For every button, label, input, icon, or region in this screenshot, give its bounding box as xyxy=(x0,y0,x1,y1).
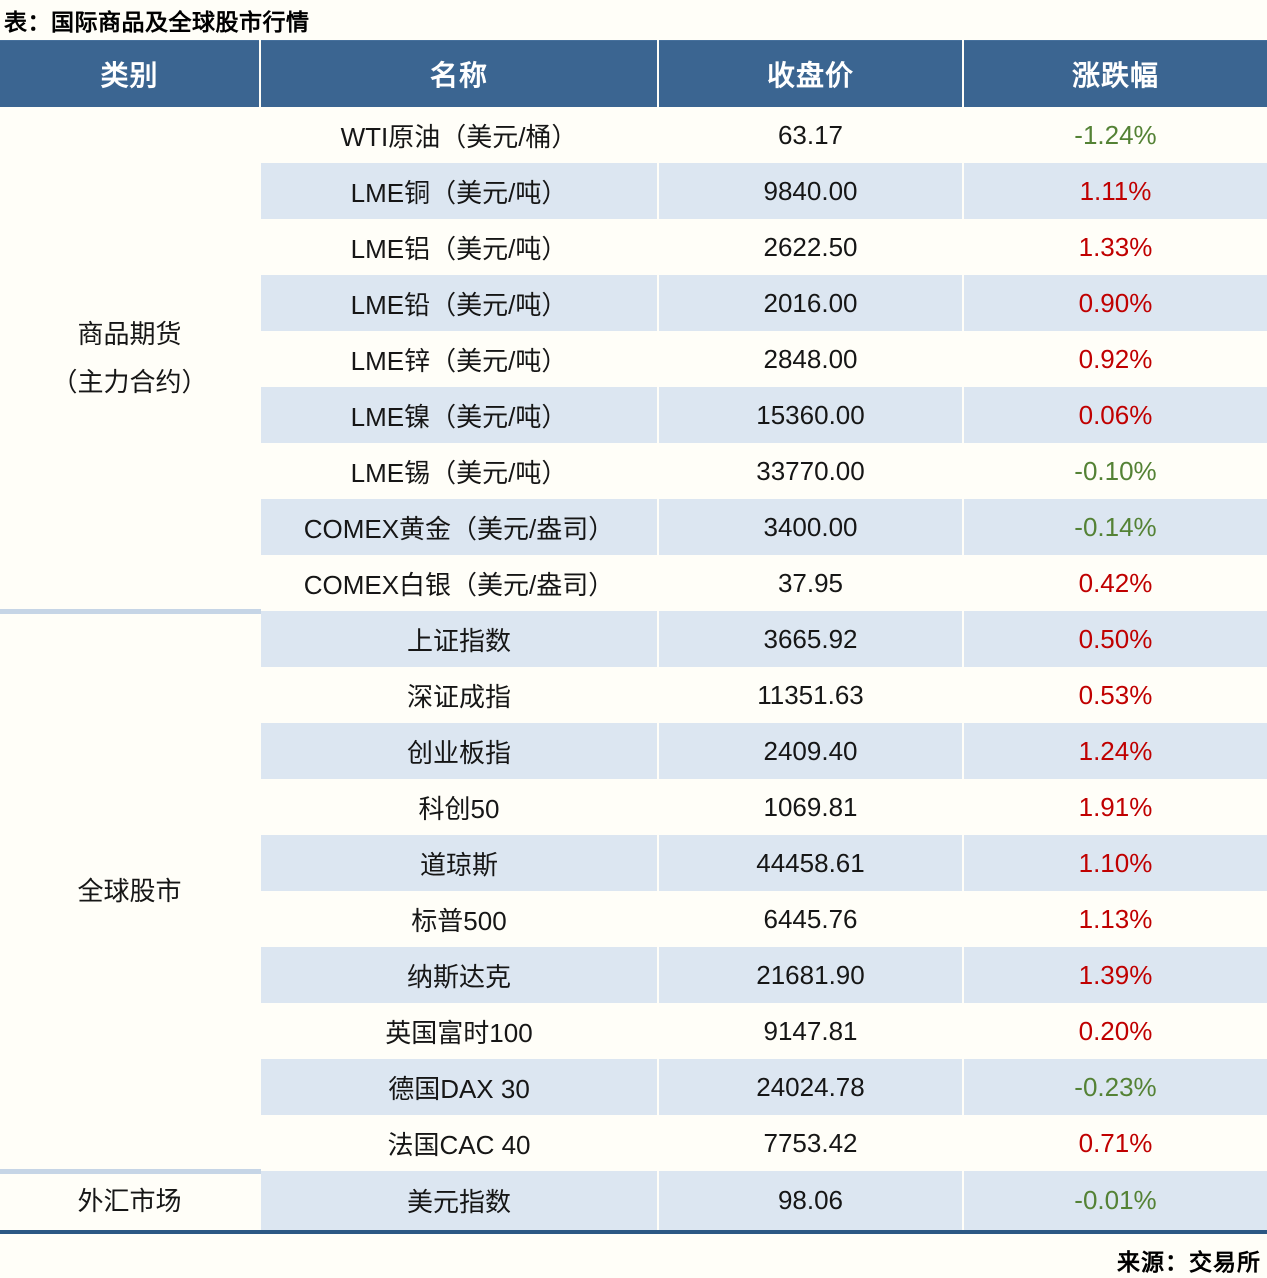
change-percent: -0.10% xyxy=(962,443,1267,499)
table-row: LME锌（美元/吨） 2848.00 0.92% xyxy=(0,331,1267,387)
instrument-name: WTI原油（美元/桶） xyxy=(259,107,658,163)
close-price: 11351.63 xyxy=(657,667,963,723)
instrument-name: LME锡（美元/吨） xyxy=(259,443,658,499)
change-percent: 1.33% xyxy=(962,219,1267,275)
instrument-name: LME铜（美元/吨） xyxy=(259,163,658,219)
close-price: 9840.00 xyxy=(657,163,963,219)
category-cell-commodity-futures: 商品期货 （主力合约） xyxy=(51,318,208,397)
change-percent: 0.92% xyxy=(962,331,1267,387)
column-header-category: 类别 xyxy=(0,40,260,107)
instrument-name: LME镍（美元/吨） xyxy=(259,387,658,443)
close-price: 2622.50 xyxy=(657,219,963,275)
change-percent: 0.90% xyxy=(962,275,1267,331)
change-percent: -0.01% xyxy=(962,1171,1267,1232)
table-row: 创业板指 2409.40 1.24% xyxy=(0,723,1267,779)
table-row: 商品期货 （主力合约） WTI原油（美元/桶） 63.17 -1.24% xyxy=(0,107,1267,397)
change-percent: 0.53% xyxy=(962,667,1267,723)
instrument-name: LME铅（美元/吨） xyxy=(259,275,658,331)
column-header-name: 名称 xyxy=(259,40,658,107)
change-percent: -0.14% xyxy=(962,499,1267,555)
table-row: 德国DAX 30 24024.78 -0.23% xyxy=(0,1059,1267,1115)
change-percent: 0.42% xyxy=(962,555,1267,611)
table-row: COMEX黄金（美元/盎司） 3400.00 -0.14% xyxy=(0,499,1267,555)
instrument-name: 法国CAC 40 xyxy=(259,1115,658,1171)
close-price: 7753.42 xyxy=(657,1115,963,1171)
change-percent: 1.24% xyxy=(962,723,1267,779)
table-row: LME锡（美元/吨） 33770.00 -0.10% xyxy=(0,443,1267,499)
close-price: 2848.00 xyxy=(657,331,963,387)
table-row: 标普500 6445.76 1.13% xyxy=(0,891,1267,947)
column-header-close: 收盘价 xyxy=(657,40,963,107)
change-percent: 1.39% xyxy=(962,947,1267,1003)
table-header: 类别 名称 收盘价 涨跌幅 xyxy=(0,40,1267,107)
close-price: 6445.76 xyxy=(657,891,963,947)
table-row: 科创50 1069.81 1.91% xyxy=(0,779,1267,835)
category-cell-global-stocks: 全球股市 xyxy=(0,608,260,1171)
close-price: 3400.00 xyxy=(657,499,963,555)
instrument-name: 德国DAX 30 xyxy=(259,1059,658,1115)
instrument-name: 深证成指 xyxy=(259,667,658,723)
instrument-name: 美元指数 xyxy=(259,1171,658,1232)
instrument-name: LME锌（美元/吨） xyxy=(259,331,658,387)
change-percent: 0.20% xyxy=(962,1003,1267,1059)
close-price: 3665.92 xyxy=(657,611,963,667)
instrument-name: COMEX白银（美元/盎司） xyxy=(259,555,658,611)
close-price: 15360.00 xyxy=(657,387,963,443)
table-body: 商品期货 （主力合约） WTI原油（美元/桶） 63.17 -1.24% LME… xyxy=(0,107,1267,1232)
instrument-name: COMEX黄金（美元/盎司） xyxy=(259,499,658,555)
change-percent: 0.06% xyxy=(962,387,1267,443)
instrument-name: 创业板指 xyxy=(259,723,658,779)
change-percent: -0.23% xyxy=(962,1059,1267,1115)
instrument-name: 科创50 xyxy=(259,779,658,835)
source-note: 来源：交易所 xyxy=(1117,1248,1261,1275)
close-price: 37.95 xyxy=(657,555,963,611)
table-title: 表：国际商品及全球股市行情 xyxy=(4,9,310,35)
close-price: 24024.78 xyxy=(657,1059,963,1115)
change-percent: 1.13% xyxy=(962,891,1267,947)
instrument-name: 道琼斯 xyxy=(259,835,658,891)
header-row: 类别 名称 收盘价 涨跌幅 xyxy=(0,40,1267,107)
category-cell-forex: 外汇市场 xyxy=(0,1168,260,1232)
table-row: LME铅（美元/吨） 2016.00 0.90% xyxy=(0,275,1267,331)
close-price: 33770.00 xyxy=(657,443,963,499)
close-price: 1069.81 xyxy=(657,779,963,835)
close-price: 2409.40 xyxy=(657,723,963,779)
table-row: 全球股市 上证指数 3665.92 0.50% xyxy=(0,608,1267,1171)
table-row: 英国富时100 9147.81 0.20% xyxy=(0,1003,1267,1059)
close-price: 21681.90 xyxy=(657,947,963,1003)
change-percent: 1.10% xyxy=(962,835,1267,891)
instrument-name: LME铝（美元/吨） xyxy=(259,219,658,275)
table-row: 法国CAC 40 7753.42 0.71% xyxy=(0,1115,1267,1171)
change-percent: 1.11% xyxy=(962,163,1267,219)
table-row: 纳斯达克 21681.90 1.39% xyxy=(0,947,1267,1003)
instrument-name: 英国富时100 xyxy=(259,1003,658,1059)
table-row: LME镍（美元/吨） 15360.00 0.06% xyxy=(0,387,1267,443)
instrument-name: 标普500 xyxy=(259,891,658,947)
instrument-name: 纳斯达克 xyxy=(259,947,658,1003)
close-price: 98.06 xyxy=(657,1171,963,1232)
table-row: LME铜（美元/吨） 9840.00 1.11% xyxy=(0,163,1267,219)
close-price: 63.17 xyxy=(657,107,963,163)
table-row: 道琼斯 44458.61 1.10% xyxy=(0,835,1267,891)
close-price: 2016.00 xyxy=(657,275,963,331)
table-row: 深证成指 11351.63 0.53% xyxy=(0,667,1267,723)
change-percent: 1.91% xyxy=(962,779,1267,835)
instrument-name: 上证指数 xyxy=(259,611,658,667)
column-header-change: 涨跌幅 xyxy=(962,40,1267,107)
change-percent: 0.71% xyxy=(962,1115,1267,1171)
table-row: LME铝（美元/吨） 2622.50 1.33% xyxy=(0,219,1267,275)
table-row: 外汇市场 美元指数 98.06 -0.01% xyxy=(0,1168,1267,1232)
market-quotes-table: 类别 名称 收盘价 涨跌幅 商品期货 （主力合约） WTI原油（美元/桶） 63… xyxy=(0,40,1267,1234)
table-row: COMEX白银（美元/盎司） 37.95 0.42% xyxy=(0,555,1267,611)
close-price: 44458.61 xyxy=(657,835,963,891)
change-percent: 0.50% xyxy=(962,611,1267,667)
change-percent: -1.24% xyxy=(962,107,1267,163)
close-price: 9147.81 xyxy=(657,1003,963,1059)
